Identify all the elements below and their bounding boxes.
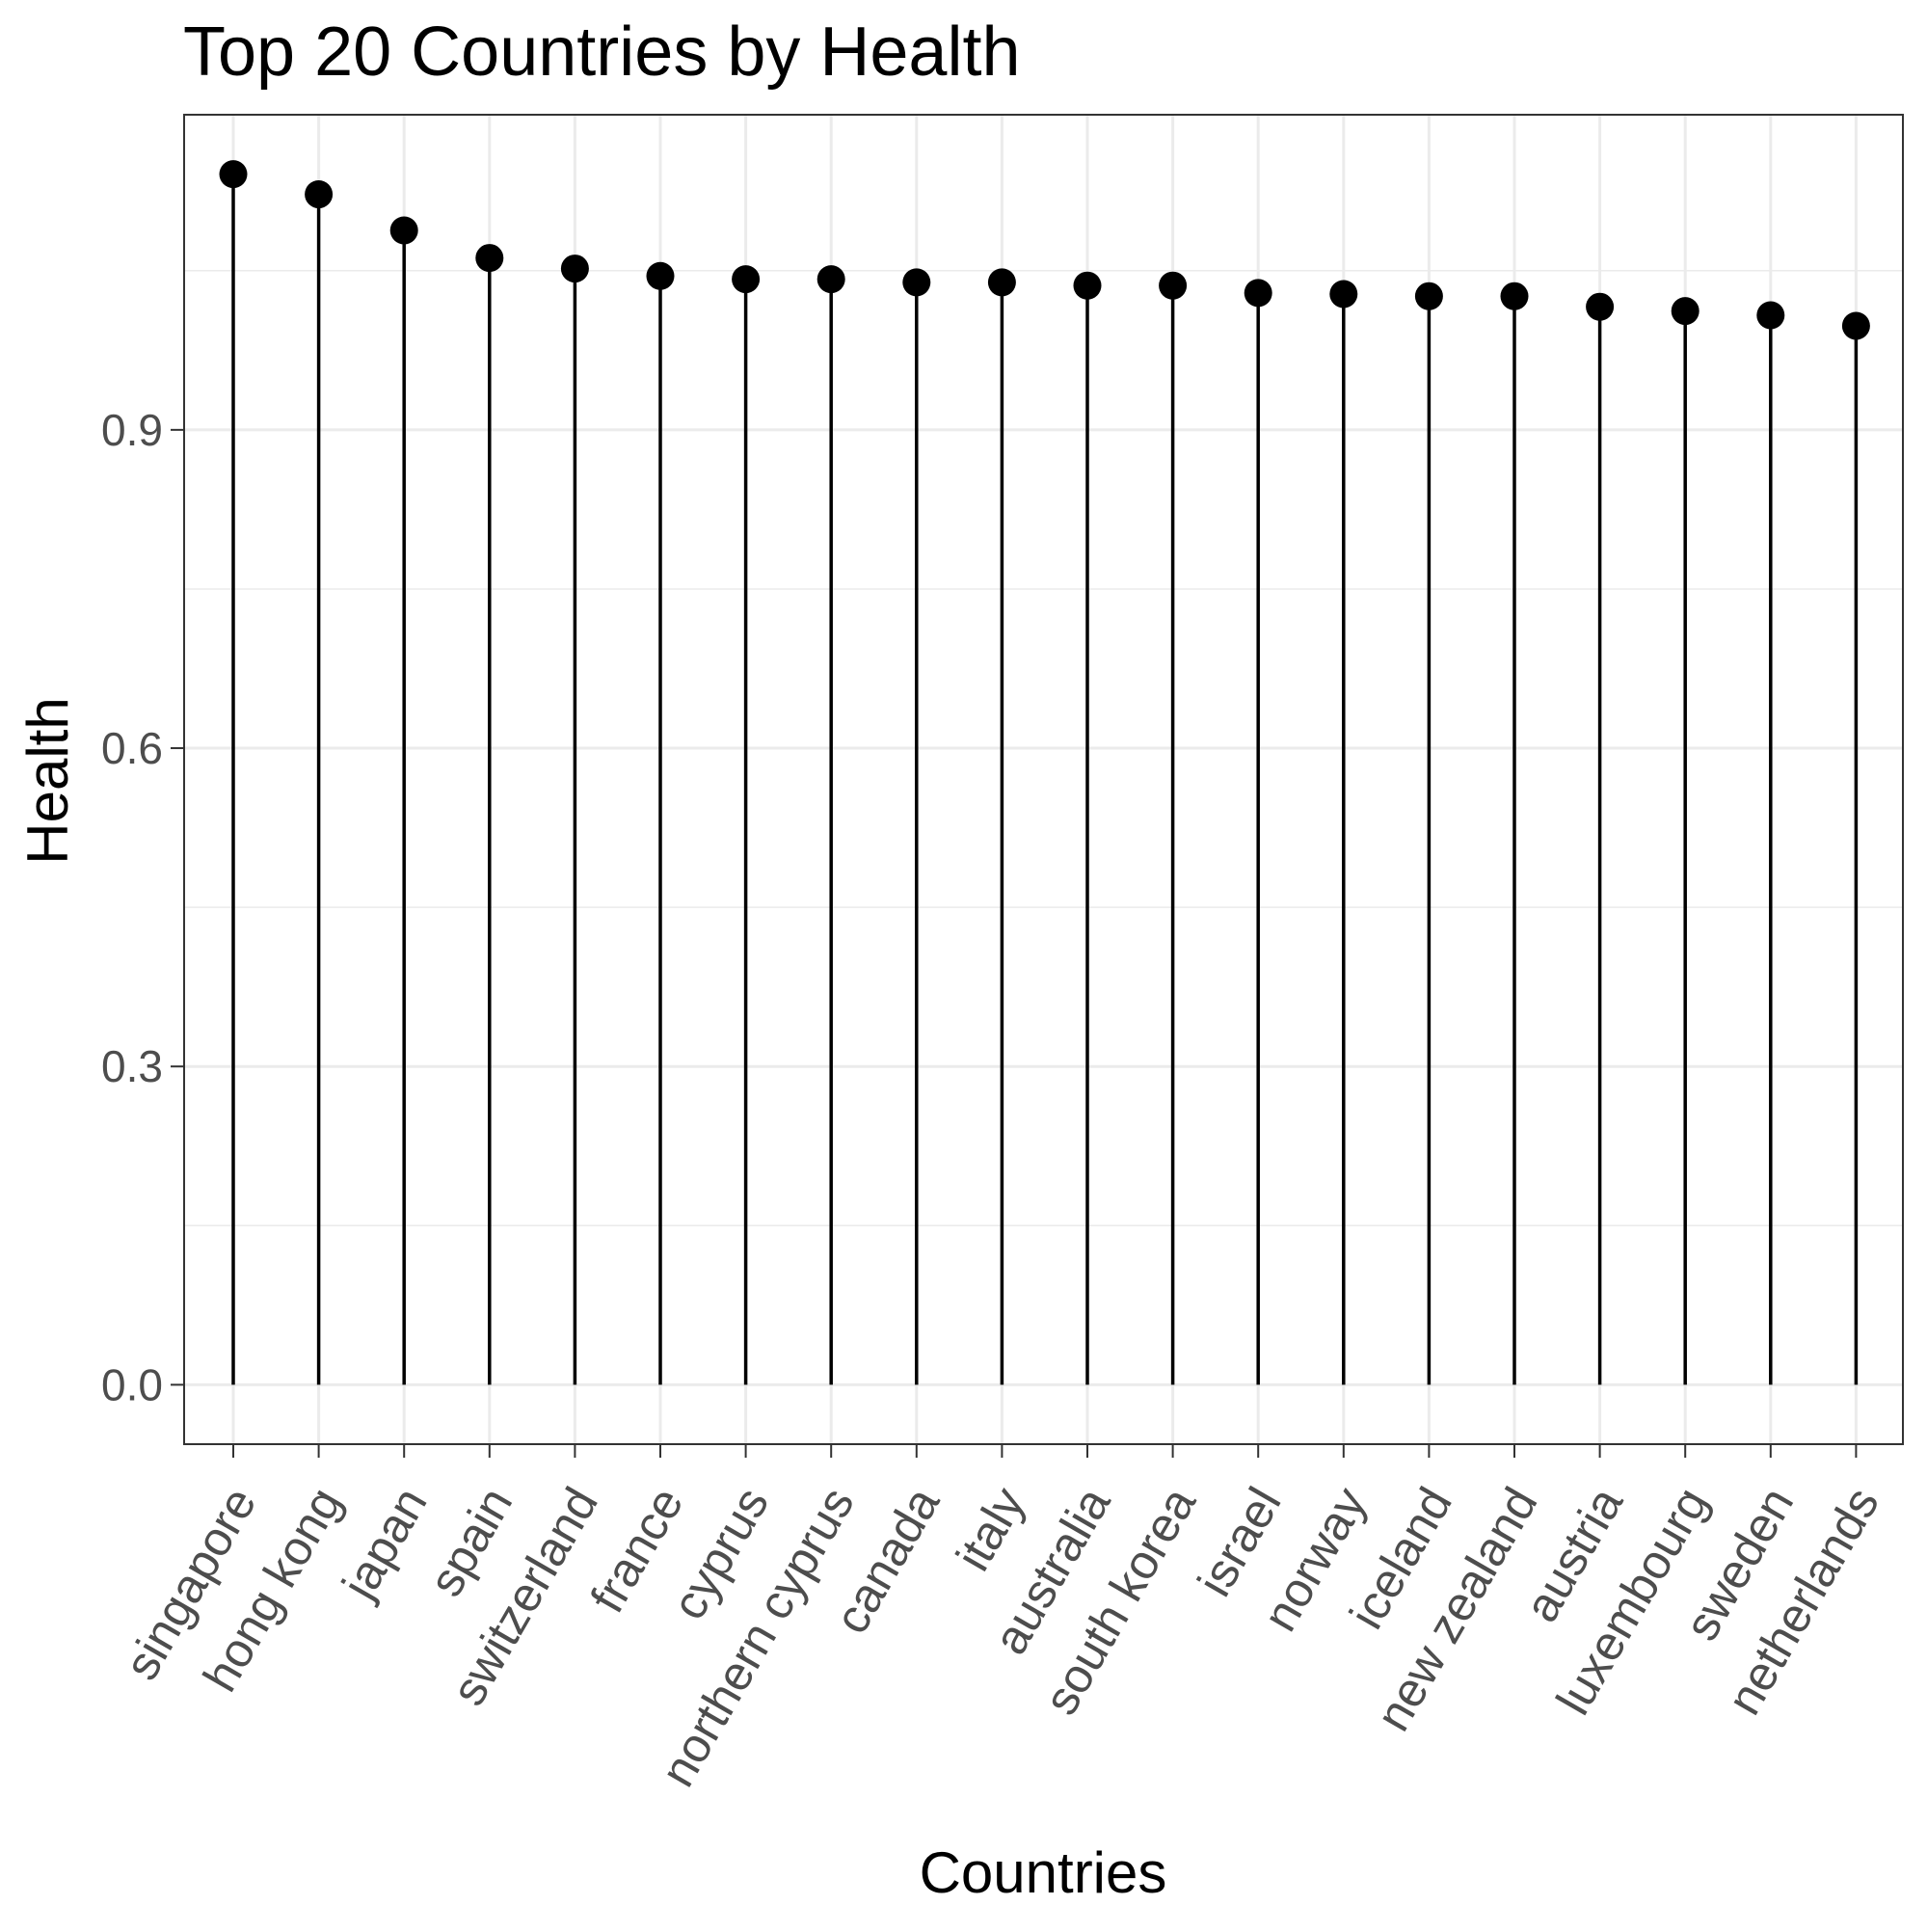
data-point [902,268,931,297]
data-point [1073,271,1102,300]
data-point [1756,301,1785,330]
data-point [389,216,418,245]
y-axis-title: Health [15,697,80,864]
data-point [732,265,761,294]
data-point [646,261,675,290]
data-point [1159,271,1188,300]
data-point [1329,280,1358,309]
y-tick-label: 0.3 [101,1041,163,1091]
data-point [305,180,334,209]
y-tick-label: 0.6 [101,723,163,773]
x-tick-label: italy [946,1479,1035,1580]
y-tick-label: 0.0 [101,1359,163,1409]
data-point [816,265,845,294]
data-point [1841,311,1870,340]
data-point [1671,297,1700,326]
y-tick-label: 0.9 [101,405,163,455]
grid-lines [184,115,1903,1444]
data-point [1586,292,1615,321]
x-axis-title: Countries [920,1840,1167,1905]
chart-title: Top 20 Countries by Health [183,13,1021,91]
data-marks [219,160,1870,1385]
data-point [987,268,1016,297]
x-tick-label: japan [331,1479,438,1610]
data-point [560,255,589,283]
data-point [1244,279,1272,308]
data-point [219,160,248,189]
panel-border [183,114,1904,1445]
data-point [1414,282,1443,310]
data-point [475,244,504,273]
data-point [1500,282,1529,310]
